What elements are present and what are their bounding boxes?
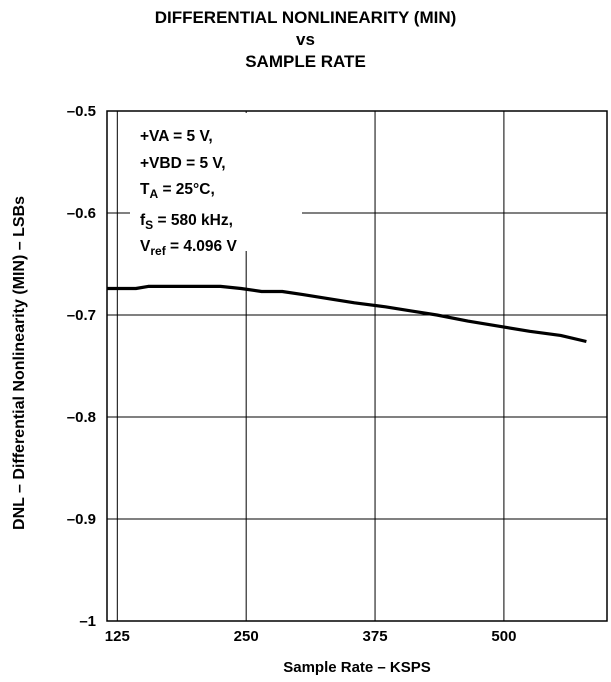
y-tick-label: –0.9 xyxy=(67,511,96,528)
series-line xyxy=(107,284,587,344)
y-tick-label: –0.5 xyxy=(67,103,96,120)
annotation-text: f xyxy=(140,212,146,229)
annotation-subscript: ref xyxy=(150,244,166,258)
annotation-backdrop xyxy=(130,113,302,251)
annotation-line: TA = 25°C, xyxy=(140,181,215,201)
y-tick-label: –0.6 xyxy=(67,205,96,222)
annotation-line: +VBD = 5 V, xyxy=(140,155,226,173)
y-tick-label: –0.8 xyxy=(67,409,96,426)
x-tick-label: 375 xyxy=(363,628,388,645)
annotation-text: = 580 kHz, xyxy=(153,212,233,229)
annotation-subscript: S xyxy=(145,218,154,232)
annotation-line: +VA = 5 V, xyxy=(140,128,213,146)
annotation-text: +VA = 5 V, xyxy=(140,128,213,145)
chart-title-line-1: DIFFERENTIAL NONLINEARITY (MIN) xyxy=(154,8,457,27)
x-tick-label: 250 xyxy=(234,628,259,645)
y-axis-label: DNL – Differential Nonlinearity (MIN) – … xyxy=(11,196,28,530)
annotation-text: = 25°C, xyxy=(158,181,215,198)
annotation-text: V xyxy=(140,238,151,255)
annotation-text: +VBD = 5 V, xyxy=(140,155,226,172)
annotation-subscript: A xyxy=(149,187,159,201)
x-tick-label: 125 xyxy=(105,628,130,645)
x-tick-label: 500 xyxy=(491,628,516,645)
annotation-line: Vref = 4.096 V xyxy=(140,238,237,258)
annotation-text: T xyxy=(140,181,150,198)
annotation-text: = 4.096 V xyxy=(165,238,237,255)
y-tick-label: –0.7 xyxy=(67,307,96,324)
chart-title-line-3: SAMPLE RATE xyxy=(245,52,366,71)
plot-frame xyxy=(106,110,608,622)
x-axis-label: Sample Rate – KSPS xyxy=(283,659,431,676)
y-tick-label: –1 xyxy=(79,613,96,630)
chart-title-line-2: vs xyxy=(296,30,315,49)
annotation-line: fS = 580 kHz, xyxy=(140,212,233,232)
